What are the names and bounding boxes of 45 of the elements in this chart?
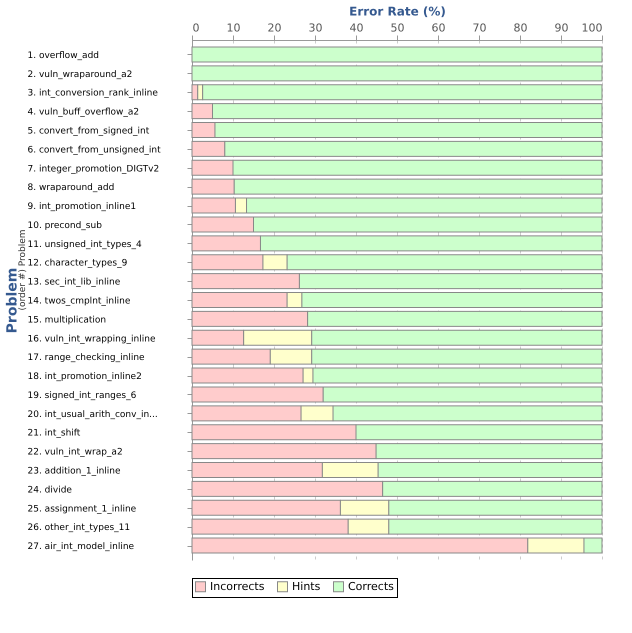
y-tick-label: 16. vuln_int_wrapping_inline <box>28 334 156 344</box>
y-tick-label: 7. integer_promotion_DIGTv2 <box>28 164 160 174</box>
y-tick-label: 15. multiplication <box>28 315 106 326</box>
bar <box>192 65 602 82</box>
y-tick-label: 24. divide <box>28 485 72 496</box>
y-tick-label: 12. character_types_9 <box>28 258 128 269</box>
y-tick-label: 1. overflow_add <box>28 50 99 61</box>
x-tick-label: 70 <box>472 22 486 34</box>
y-tick-label: 20. int_usual_arith_conv_in... <box>28 410 158 420</box>
y-tick-label: 25. assignment_1_inline <box>28 504 137 514</box>
y-tick-label: 26. other_int_types_11 <box>28 523 130 534</box>
y-tick-label: 6. convert_from_unsigned_int <box>28 145 162 156</box>
y-tick-label: 10. precond_sub <box>28 220 102 231</box>
y-tick-label: 9. int_promotion_inline1 <box>28 202 136 212</box>
legend-label: Incorrects <box>210 580 265 593</box>
x-axis-title: Error Rate (%) <box>349 4 446 18</box>
y-tick-label: 8. wraparound_add <box>28 183 114 194</box>
x-tick-label: 20 <box>268 22 282 34</box>
y-tick-label: 27. air_int_model_inline <box>28 542 135 552</box>
x-tick-label: 50 <box>390 22 404 34</box>
y-tick-label: 19. signed_int_ranges_6 <box>28 390 137 401</box>
legend-label: Hints <box>292 580 321 593</box>
x-tick-label: 90 <box>554 22 568 34</box>
x-tick-label: 80 <box>514 22 528 34</box>
y-tick-label: 3. int_conversion_rank_inline <box>28 88 158 99</box>
x-tick-label: 40 <box>350 22 364 34</box>
y-tick-label: 18. int_promotion_inline2 <box>28 372 142 382</box>
x-tick-label: 100 <box>582 22 602 34</box>
y-tick-label: 4. vuln_buff_overflow_a2 <box>28 108 140 118</box>
bar <box>192 46 602 62</box>
y-tick-label: 5. convert_from_signed_int <box>28 126 150 136</box>
text: (order #) Problem <box>18 229 28 311</box>
y-tick-label: 2. vuln_wraparound_a2 <box>28 70 132 80</box>
legend-label: Corrects <box>348 580 394 593</box>
y-tick-label: 23. addition_1_inline <box>28 466 121 476</box>
y-tick-label: 13. sec_int_lib_inline <box>28 278 121 288</box>
y-tick-label: 11. unsigned_int_types_4 <box>28 240 142 250</box>
y-tick-label: 22. vuln_int_wrap_a2 <box>28 448 123 458</box>
y-tick-label: 17. range_checking_inline <box>28 353 146 364</box>
x-tick-label: 10 <box>226 22 240 34</box>
y-tick-label: 14. twos_cmplnt_inline <box>28 296 131 306</box>
x-tick-label: 60 <box>432 22 446 34</box>
x-tick-label: 0 <box>192 22 200 34</box>
x-tick-label: 30 <box>308 22 322 34</box>
y-tick-label: 21. int_shift <box>28 428 81 439</box>
